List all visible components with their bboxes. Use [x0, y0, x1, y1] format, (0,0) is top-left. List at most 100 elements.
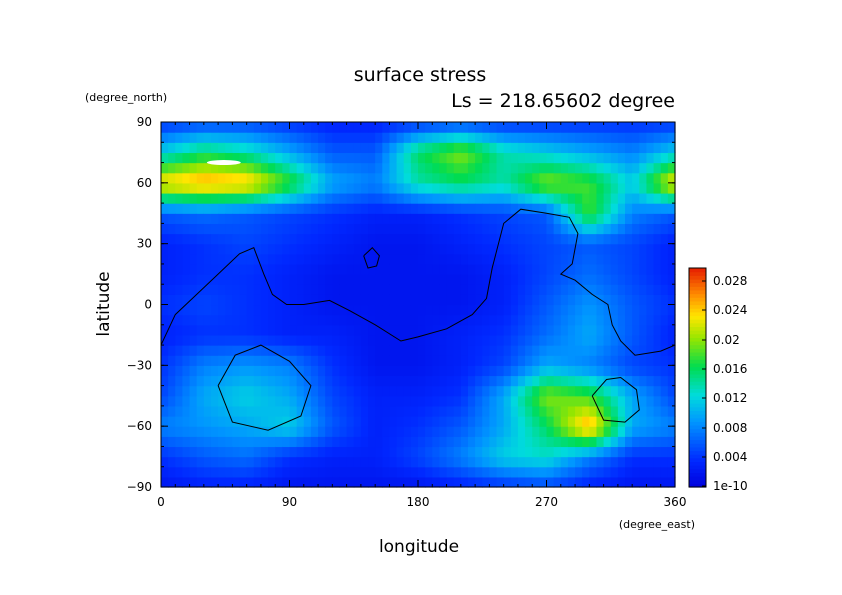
heatmap-cell [368, 365, 376, 377]
heatmap-cell [582, 223, 590, 235]
heatmap-cell [560, 456, 569, 468]
heatmap-cell [196, 284, 205, 295]
heatmap-cell [239, 476, 248, 488]
heatmap-cell [625, 122, 633, 133]
heatmap-cell [375, 274, 383, 285]
heatmap-cell [382, 172, 391, 184]
heatmap-cell [667, 345, 676, 356]
heatmap-cell [475, 274, 483, 285]
heatmap-cell [175, 395, 184, 407]
heatmap-cell [346, 132, 355, 143]
heatmap-cell [318, 334, 326, 346]
heatmap-cell [482, 405, 490, 417]
heatmap-cell [203, 436, 212, 448]
heatmap-cell [318, 405, 326, 417]
heatmap-cell [360, 122, 369, 133]
heatmap-cell [239, 395, 248, 407]
heatmap-cell [425, 284, 433, 295]
heatmap-cell [667, 476, 676, 488]
colorbar-swatch [689, 275, 706, 280]
heatmap-cell [453, 142, 462, 154]
heatmap-cell [246, 213, 255, 224]
heatmap-cell [567, 274, 576, 285]
heatmap-cell [275, 192, 283, 204]
heatmap-cell [432, 355, 441, 366]
heatmap-cell [318, 355, 326, 366]
heatmap-cell [346, 233, 355, 245]
heatmap-cell [246, 324, 255, 336]
heatmap-cell [346, 334, 355, 346]
heatmap-cell [475, 263, 483, 275]
heatmap-cell [646, 385, 655, 397]
heatmap-cell [318, 284, 326, 295]
heatmap-cell [589, 122, 598, 133]
heatmap-cell [175, 345, 184, 356]
heatmap-cell [617, 405, 626, 417]
heatmap-cell [246, 132, 255, 143]
heatmap-cell [503, 243, 512, 255]
heatmap-cell [482, 122, 490, 133]
heatmap-cell [260, 172, 269, 184]
heatmap-cell [639, 314, 648, 326]
heatmap-cell [660, 385, 669, 397]
heatmap-cell [467, 446, 476, 458]
heatmap-cell [310, 304, 319, 316]
y-tick-label: −90 [127, 480, 152, 494]
heatmap-cell [346, 314, 355, 326]
heatmap-cell [389, 142, 398, 154]
heatmap-cell [368, 324, 376, 336]
heatmap-cell [467, 456, 476, 468]
heatmap-cell [253, 263, 262, 275]
heatmap-cell [653, 213, 662, 224]
heatmap-cell [360, 284, 369, 295]
heatmap-cell [332, 233, 341, 245]
heatmap-cell [539, 426, 548, 437]
heatmap-cell [375, 476, 383, 488]
heatmap-cell [532, 395, 540, 407]
heatmap-cell [582, 355, 590, 366]
heatmap-cell [310, 446, 319, 458]
heatmap-cell [589, 274, 598, 285]
heatmap-cell [610, 223, 619, 235]
heatmap-cell [303, 334, 312, 346]
heatmap-cell [225, 284, 233, 295]
heatmap-cell [646, 203, 655, 214]
heatmap-cell [446, 355, 455, 366]
heatmap-cell [453, 476, 462, 488]
heatmap-cell [496, 304, 505, 316]
heatmap-cell [389, 385, 398, 397]
heatmap-cell [646, 426, 655, 437]
heatmap-cell [196, 122, 205, 133]
heatmap-cell [161, 395, 169, 407]
heatmap-cell [553, 284, 562, 295]
heatmap-cell [425, 304, 433, 316]
heatmap-cell [660, 132, 669, 143]
heatmap-cell [360, 263, 369, 275]
heatmap-cell [482, 142, 490, 154]
heatmap-cell [596, 334, 605, 346]
heatmap-cell [339, 122, 348, 133]
heatmap-cell [446, 436, 455, 448]
y-tick-label: 30 [137, 237, 152, 251]
heatmap-cell [275, 405, 283, 417]
heatmap-cell [567, 132, 576, 143]
heatmap-cell [225, 426, 233, 437]
heatmap-cell [667, 142, 676, 154]
heatmap-cell [667, 162, 676, 174]
heatmap-cell [460, 355, 469, 366]
heatmap-cell [275, 182, 283, 194]
heatmap-cell [603, 223, 612, 235]
heatmap-cell [425, 365, 433, 377]
colorbar-swatch [689, 333, 706, 338]
heatmap-cell [525, 416, 533, 427]
heatmap-cell [310, 243, 319, 255]
heatmap-cell [246, 355, 255, 366]
heatmap-cell [496, 314, 505, 326]
heatmap-cell [403, 284, 412, 295]
heatmap-cell [525, 253, 533, 265]
heatmap-cell [403, 142, 412, 154]
heatmap-cell [389, 436, 398, 448]
colorbar-swatch [689, 465, 706, 470]
heatmap-cell [218, 416, 226, 427]
heatmap-cell [161, 426, 169, 437]
